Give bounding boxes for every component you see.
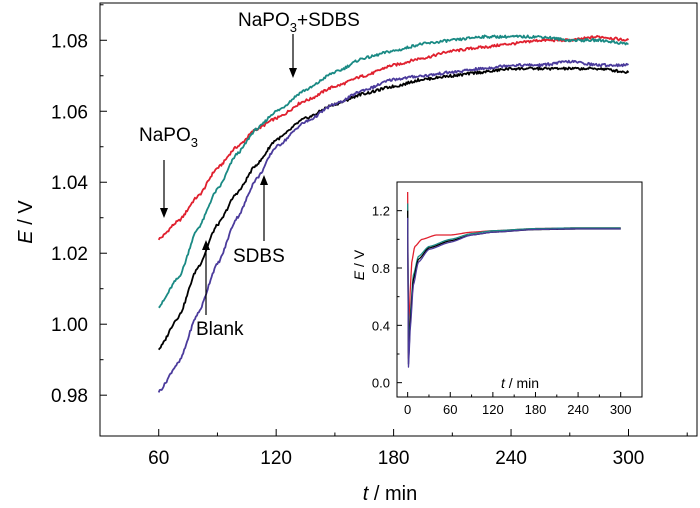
main-x-axis-label: t / min [363,483,417,505]
inset-y-tick-label: 0.4 [372,318,390,333]
inset-x-tick-label: 240 [567,402,589,417]
main-y-tick-label: 1.00 [51,315,88,336]
inset-series-lines [407,192,621,368]
main-series-napo3-sdbs [158,34,629,309]
main-series-napo3 [157,34,630,241]
inset-x-tick-label: 0 [404,402,411,417]
main-x-axis-label-var: t [363,483,370,505]
inset-plot: 0 60 120 180 240 300 0.0 0.4 0.8 1.2 t / min E / … [351,181,643,417]
main-y-tick-label: 1.06 [51,102,88,123]
annotation-napo3-arrowhead [160,208,168,218]
inset-series-napo3-sdbs [407,203,621,354]
main-y-axis-label-unit: / V [15,200,37,231]
annotation-napo3-sdbs-arrowhead [289,68,297,78]
annotation-blank-arrowhead [202,240,210,250]
annotation-blank: Blank [196,240,244,340]
inset-y-tick-label: 0.8 [372,261,390,276]
annotation-sdbs: SDBS [233,175,285,267]
inset-y-tick-label: 0.0 [372,376,390,391]
inset-ticks: 0 60 120 180 240 300 0.0 0.4 0.8 1.2 [372,204,632,417]
main-series-blank [158,66,630,351]
annotation-napo3-sdbs: NaPO3+SDBS [238,10,360,78]
inset-x-axis-label-var: t [501,375,506,391]
inset-x-tick-label: 60 [443,402,457,417]
main-x-tick-label: 240 [495,448,527,469]
main-plot-frame [99,2,698,437]
inset-x-axis-label: t / min [501,375,539,391]
inset-x-tick-label: 300 [610,402,632,417]
main-y-tick-label: 1.04 [51,173,88,194]
main-series-sdbs [157,59,629,393]
annotation-napo3-label: NaPO3 [139,125,198,150]
inset-x-tick-label: 120 [482,402,504,417]
main-x-tick-label: 120 [260,448,292,469]
main-y-tick-label: 1.08 [51,31,88,52]
inset-x-axis-label-unit: / min [505,375,539,391]
inset-y-axis-label-unit: / V [351,249,367,271]
annotation-napo3: NaPO3 [139,125,198,218]
main-x-tick-label: 300 [613,448,645,469]
main-y-tick-label: 1.02 [51,244,88,265]
main-y-tick-label: 0.98 [51,386,88,407]
main-ticks: 60 120 180 240 300 0.98 1.00 1.02 1.04 1.06 1.08 [51,4,688,469]
main-series-lines [157,34,630,393]
inset-series-sdbs [407,217,621,368]
inset-y-axis-label-var: E [351,270,367,280]
annotation-blank-label: Blank [196,319,244,340]
main-y-axis-label: E / V [15,200,37,244]
main-x-tick-label: 180 [378,448,410,469]
annotation-sdbs-label: SDBS [233,246,285,267]
annotation-napo3-sdbs-label: NaPO3+SDBS [238,10,360,35]
main-x-tick-label: 60 [148,448,169,469]
inset-y-tick-label: 1.2 [372,204,390,219]
inset-plot-frame [396,181,643,398]
main-x-axis-label-unit: / min [368,483,417,505]
annotation-sdbs-arrowhead [260,175,268,185]
inset-x-tick-label: 180 [525,402,547,417]
main-y-axis-label-var: E [15,230,37,244]
main-plot: 60 120 180 240 300 0.98 1.00 1.02 1.04 1.06 1.08 t… [15,2,698,505]
inset-y-axis-label: E / V [351,249,367,280]
